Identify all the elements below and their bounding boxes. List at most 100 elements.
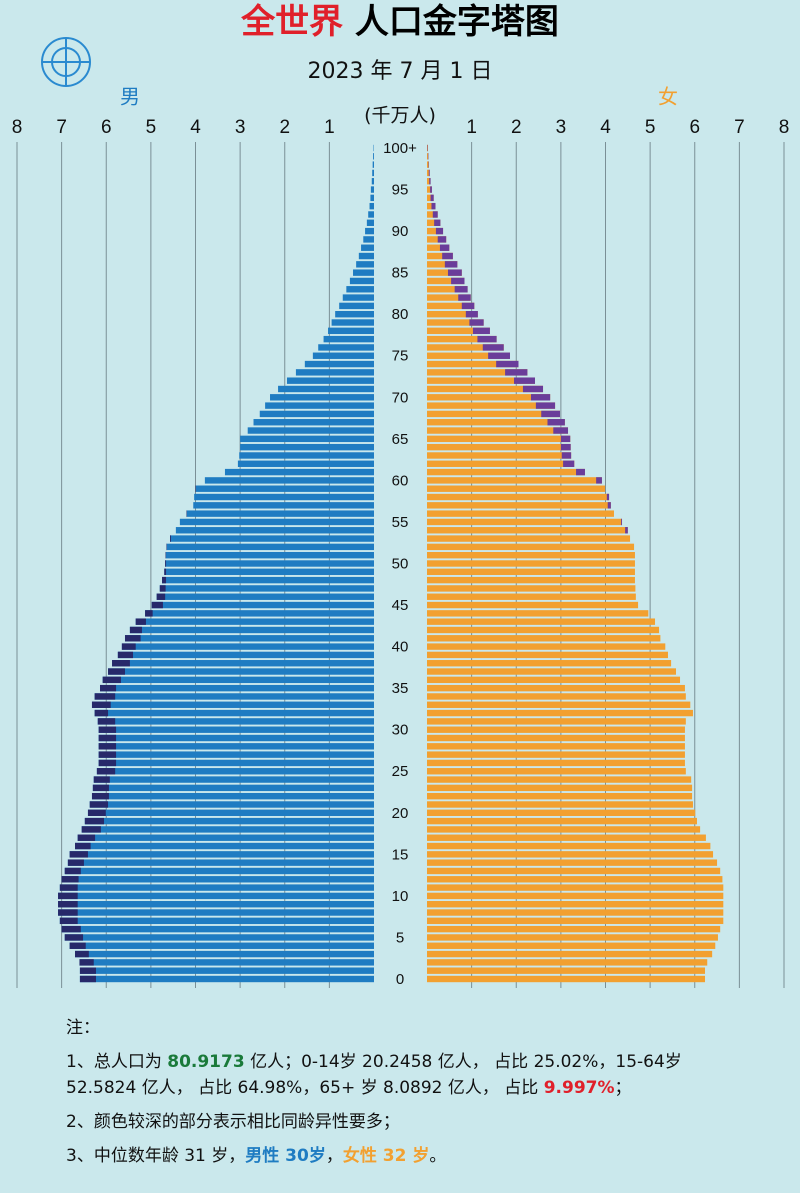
- excess-male: [98, 759, 117, 767]
- bar-female: [427, 460, 575, 467]
- bar-female: [427, 161, 429, 168]
- excess-female: [430, 186, 432, 193]
- bar-male: [304, 360, 374, 368]
- bar-male: [75, 950, 374, 958]
- bar-male: [278, 385, 374, 393]
- bar-female: [427, 809, 696, 816]
- excess-female: [439, 244, 450, 251]
- note-line: 2、颜色较深的部分表示相比同龄异性要多；: [66, 1112, 400, 1132]
- excess-female: [437, 236, 447, 243]
- y-tick-label: 30: [392, 722, 409, 739]
- bar-male: [270, 394, 374, 401]
- bar-female: [427, 419, 565, 426]
- bar-male: [135, 618, 374, 625]
- bar-male: [79, 959, 374, 966]
- bar-female: [427, 743, 685, 750]
- bar-female: [427, 344, 504, 351]
- bar-female: [427, 651, 668, 659]
- excess-male: [159, 585, 166, 592]
- excess-female: [434, 219, 441, 226]
- bar-female: [427, 452, 572, 459]
- excess-male: [58, 901, 78, 908]
- y-tick-label: 80: [392, 306, 409, 323]
- excess-male: [79, 967, 96, 974]
- bar-female: [427, 169, 430, 177]
- bar-male: [98, 743, 374, 750]
- bar-female: [427, 510, 614, 517]
- y-tick-label: 55: [392, 514, 409, 531]
- excess-female: [429, 178, 431, 185]
- bar-male: [349, 277, 374, 285]
- excess-female: [547, 419, 565, 426]
- bar-male: [58, 892, 375, 900]
- bar-male: [77, 834, 374, 841]
- excess-male: [87, 809, 106, 816]
- bar-female: [427, 502, 611, 509]
- bar-female: [427, 219, 441, 226]
- bar-male: [117, 651, 374, 659]
- excess-male: [165, 560, 167, 567]
- bar-female: [427, 402, 556, 409]
- bar-female: [427, 144, 428, 152]
- excess-female: [435, 227, 444, 235]
- x-tick-label-male: 6: [101, 117, 112, 138]
- bar-male: [98, 751, 374, 758]
- excess-male: [98, 751, 117, 758]
- bar-male: [358, 252, 374, 260]
- bar-male: [64, 934, 374, 941]
- bar-male: [98, 726, 374, 733]
- excess-female: [541, 410, 560, 418]
- bar-male: [370, 194, 374, 202]
- note-line: 3、中位数年龄 31 岁，男性 30岁，女性 32 岁。: [66, 1145, 446, 1166]
- excess-male: [145, 610, 153, 617]
- y-tick-label: 25: [392, 763, 409, 780]
- bar-female: [427, 610, 649, 617]
- excess-female: [432, 211, 438, 218]
- bar-male: [166, 543, 374, 551]
- bar-female: [427, 635, 661, 642]
- bar-female: [427, 768, 686, 775]
- bar-female: [427, 942, 716, 949]
- bar-female: [427, 618, 656, 625]
- bar-female: [427, 934, 718, 941]
- excess-female: [522, 385, 544, 393]
- excess-male: [135, 618, 146, 625]
- excess-male: [98, 743, 117, 750]
- bar-female: [427, 277, 465, 285]
- excess-male: [98, 726, 117, 733]
- bar-female: [427, 826, 701, 833]
- bar-female: [427, 576, 635, 584]
- excess-female: [535, 402, 556, 409]
- bar-female: [427, 751, 685, 758]
- bar-female: [427, 261, 458, 268]
- excess-male: [58, 909, 78, 916]
- excess-male: [97, 718, 116, 725]
- excess-male: [59, 917, 78, 925]
- bar-male: [365, 227, 374, 235]
- bar-male: [124, 635, 375, 642]
- bar-male: [371, 178, 374, 185]
- excess-female: [477, 335, 497, 343]
- excess-male: [94, 693, 116, 700]
- excess-male: [92, 784, 109, 792]
- bar-male: [170, 535, 374, 542]
- bar-male: [224, 468, 374, 476]
- bar-male: [162, 576, 374, 584]
- excess-female: [563, 460, 575, 467]
- bar-female: [427, 884, 724, 891]
- bar-male: [295, 369, 374, 376]
- bar-female: [427, 876, 723, 883]
- bar-female: [427, 369, 528, 376]
- bar-male: [92, 784, 375, 792]
- excess-female: [606, 493, 610, 501]
- text-run: 女性 32 岁: [343, 1145, 430, 1166]
- bar-female: [427, 493, 610, 501]
- bar-female: [427, 236, 447, 243]
- notes-heading: 注：: [66, 1018, 100, 1038]
- bar-female: [427, 792, 693, 800]
- bar-female: [427, 784, 693, 792]
- excess-male: [75, 842, 91, 850]
- bar-male: [194, 493, 374, 501]
- x-tick-label-male: 5: [146, 117, 157, 138]
- bar-male: [69, 942, 374, 949]
